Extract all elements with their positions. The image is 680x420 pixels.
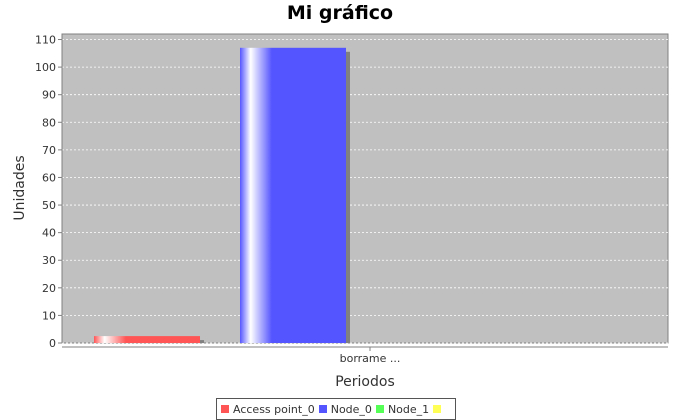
y-tick-label: 40 [42,227,56,240]
legend-label: Node_0 [330,402,372,416]
y-tick-label: 90 [42,89,56,102]
bar-node-0 [240,47,346,343]
legend-swatch [433,405,442,413]
y-tick-label: 110 [35,34,56,47]
legend-label: Access point_0 [233,402,315,416]
y-tick-label: 60 [42,171,56,184]
y-tick-label: 0 [49,337,56,350]
x-axis-label: Periodos [335,374,395,390]
legend-item: Access point_0 [221,403,315,416]
legend-swatch [375,405,384,413]
x-tick-label: borrame ... [340,352,401,365]
y-tick-label: 30 [42,254,56,267]
legend-item [433,405,445,413]
y-tick-label: 10 [42,309,56,322]
legend-swatch [221,405,229,413]
y-tick-label: 20 [42,282,56,295]
legend-item: Node_0 [318,402,372,416]
legend-label: Node_1 [387,402,430,416]
legend: Access point_0 Node_0 Node_1 [216,398,457,420]
y-tick-label: 70 [42,144,56,157]
chart-title: Mi gráfico [286,2,394,24]
plot-background [61,33,669,344]
bar-access-point-0 [94,336,200,343]
y-tick-label: 80 [42,116,56,129]
y-tick-label: 50 [42,199,56,212]
legend-swatch [318,405,327,413]
y-axis-label: Unidades [12,155,28,221]
legend-item: Node_1 [375,402,430,416]
y-tick-label: 100 [35,61,56,74]
